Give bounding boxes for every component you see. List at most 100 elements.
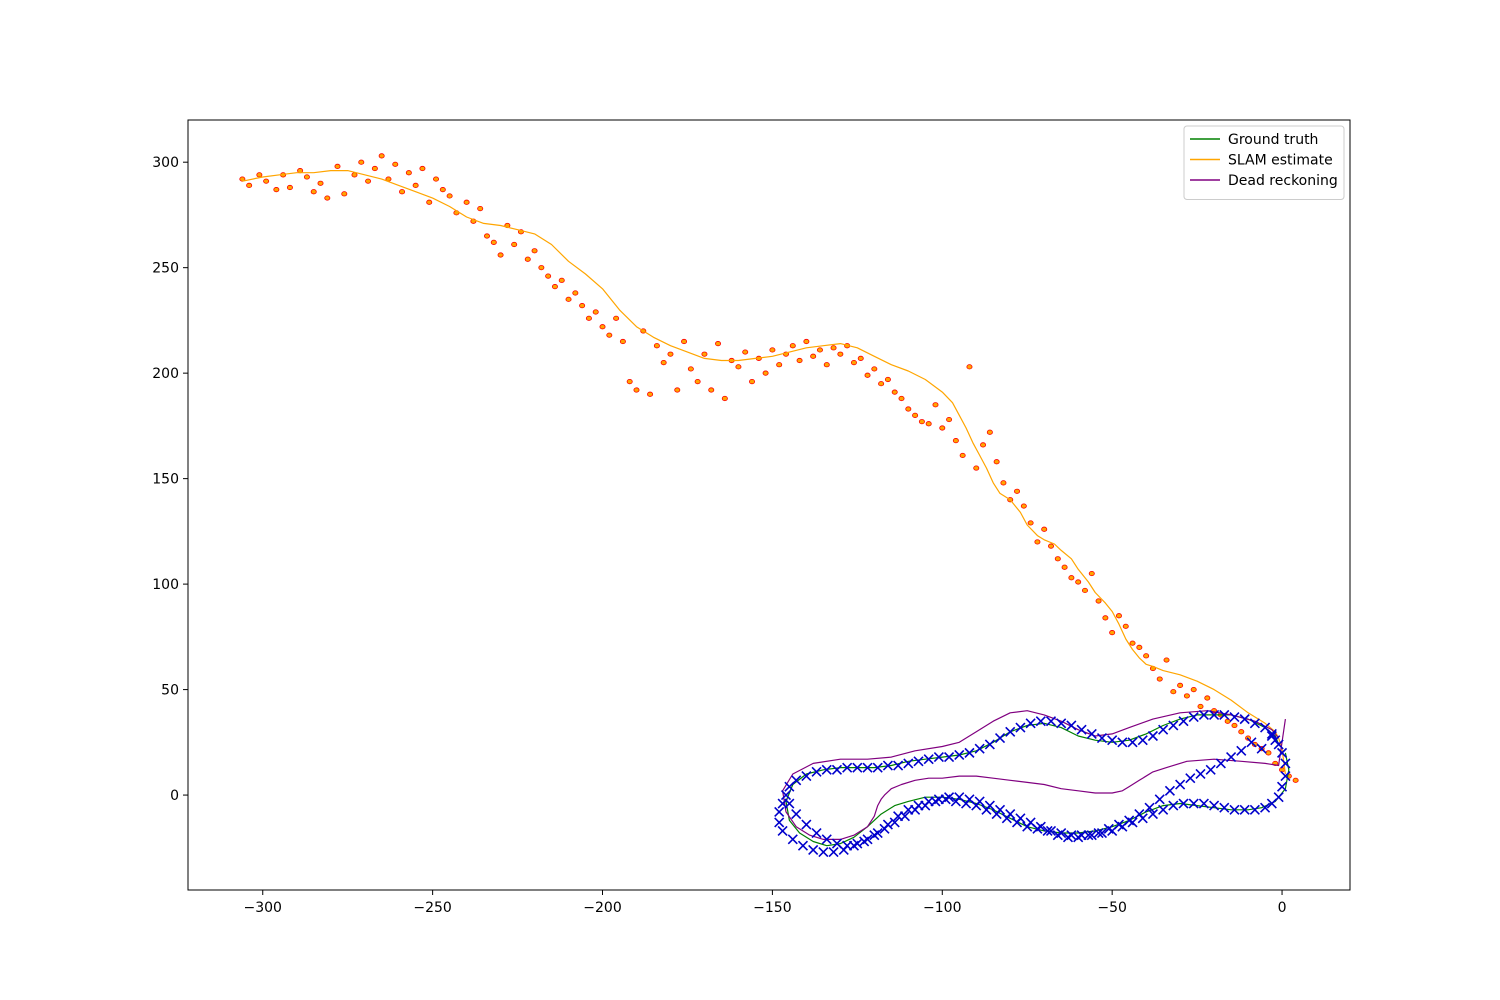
- pose-marker-stroke: [1158, 804, 1169, 815]
- pose-marker: [801, 771, 812, 782]
- landmark-point: [1129, 640, 1136, 646]
- landmark-point: [1163, 657, 1170, 663]
- x-tick-label: −50: [1097, 900, 1127, 916]
- pose-marker-stroke: [1073, 832, 1084, 843]
- pose-marker-stroke: [787, 834, 798, 845]
- landmark-point: [980, 442, 987, 448]
- pose-marker-stroke: [1096, 733, 1108, 744]
- pose-marker-stroke: [801, 771, 812, 782]
- series-line-slam-estimate: [242, 170, 1286, 775]
- legend-box: [1183, 125, 1345, 200]
- landmark-point: [433, 176, 440, 182]
- pose-marker-stroke: [1195, 768, 1206, 780]
- pose-marker: [1175, 779, 1186, 790]
- pose-marker: [984, 739, 995, 750]
- pose-marker: [1195, 768, 1206, 780]
- pose-marker: [780, 790, 792, 801]
- landmark-point: [1204, 695, 1211, 701]
- pose-marker-stroke: [940, 794, 951, 805]
- pose-marker-stroke: [818, 846, 829, 858]
- pose-marker-stroke: [964, 747, 975, 758]
- pose-marker-stroke: [811, 827, 822, 839]
- pose-marker-stroke: [1062, 832, 1074, 843]
- landmark-point: [365, 178, 372, 184]
- pose-marker: [1259, 802, 1271, 813]
- landmark-point: [246, 182, 253, 188]
- pose-marker-stroke: [1229, 804, 1240, 815]
- pose-marker: [872, 762, 883, 773]
- pose-marker-stroke: [1198, 798, 1209, 809]
- pose-marker-stroke: [889, 817, 900, 828]
- landmark-point: [966, 364, 973, 370]
- pose-marker-stroke: [1276, 781, 1288, 792]
- pose-marker-stroke: [1168, 720, 1179, 731]
- landmark-point: [511, 241, 518, 248]
- landmark-point: [551, 284, 558, 290]
- pose-marker: [784, 781, 795, 792]
- landmark-point: [1197, 703, 1204, 710]
- pose-marker-stroke: [1134, 808, 1145, 820]
- pose-marker-stroke: [811, 766, 822, 777]
- pose-marker-stroke: [1188, 711, 1199, 723]
- pose-marker: [1025, 718, 1036, 729]
- landmark-point: [884, 376, 891, 383]
- pose-marker: [954, 749, 965, 761]
- pose-marker-stroke: [1124, 815, 1135, 826]
- landmark-point: [789, 343, 796, 349]
- pose-marker-stroke: [859, 836, 870, 847]
- landmark-point: [810, 353, 817, 359]
- landmark-point: [419, 165, 426, 172]
- pose-marker-stroke: [1239, 714, 1250, 725]
- pose-marker-stroke: [1015, 722, 1026, 733]
- landmark-point: [1136, 644, 1143, 650]
- pose-marker-stroke: [1164, 785, 1175, 796]
- pose-marker: [797, 840, 809, 851]
- legend-label-ground-truth: Ground truth: [1228, 132, 1318, 148]
- y-tick-label: 50: [161, 683, 179, 699]
- pose-marker-stroke: [1147, 808, 1159, 820]
- pose-marker: [811, 827, 822, 839]
- pose-marker: [1045, 825, 1057, 836]
- pose-marker-stroke: [1209, 709, 1220, 720]
- pose-marker: [1022, 821, 1033, 832]
- y-tick-label: 200: [152, 366, 179, 382]
- pose-marker: [1083, 830, 1094, 841]
- pose-marker: [838, 844, 849, 855]
- pose-marker-stroke: [808, 844, 819, 855]
- pose-marker-stroke: [1113, 819, 1125, 830]
- pose-marker-stroke: [923, 754, 934, 765]
- pose-marker: [777, 825, 788, 836]
- landmark-point: [545, 273, 552, 279]
- pose-marker-stroke: [994, 733, 1006, 744]
- pose-marker-stroke: [1280, 758, 1291, 769]
- landmark-point: [334, 163, 341, 170]
- landmark-point: [1075, 579, 1082, 585]
- pose-marker-stroke: [1256, 743, 1267, 754]
- pose-marker-stroke: [984, 739, 995, 750]
- pose-marker-stroke: [944, 752, 955, 763]
- pose-marker: [923, 754, 934, 765]
- landmark-point: [694, 378, 701, 385]
- landmark-point: [742, 349, 749, 355]
- landmark-point: [1143, 653, 1150, 659]
- pose-marker-stroke: [913, 756, 924, 767]
- landmark-point: [392, 161, 399, 167]
- pose-marker-stroke: [1025, 718, 1036, 729]
- pose-marker-stroke: [1219, 802, 1230, 813]
- pose-marker: [1158, 724, 1169, 735]
- landmark-point: [653, 343, 660, 349]
- pose-marker-stroke: [893, 760, 904, 771]
- landmark-point: [477, 206, 484, 212]
- landmark-point: [1014, 488, 1021, 494]
- pose-marker-stroke: [981, 804, 992, 815]
- landmark-point: [317, 180, 324, 186]
- pose-marker-stroke: [950, 796, 961, 807]
- landmark-point: [864, 372, 871, 378]
- landmark-point: [1177, 682, 1184, 688]
- landmark-point: [1081, 587, 1088, 594]
- pose-marker: [1144, 802, 1155, 813]
- pose-marker-stroke: [1086, 830, 1097, 841]
- pose-marker: [1188, 711, 1199, 723]
- pose-marker-stroke: [1045, 825, 1057, 836]
- pose-marker: [1137, 735, 1148, 746]
